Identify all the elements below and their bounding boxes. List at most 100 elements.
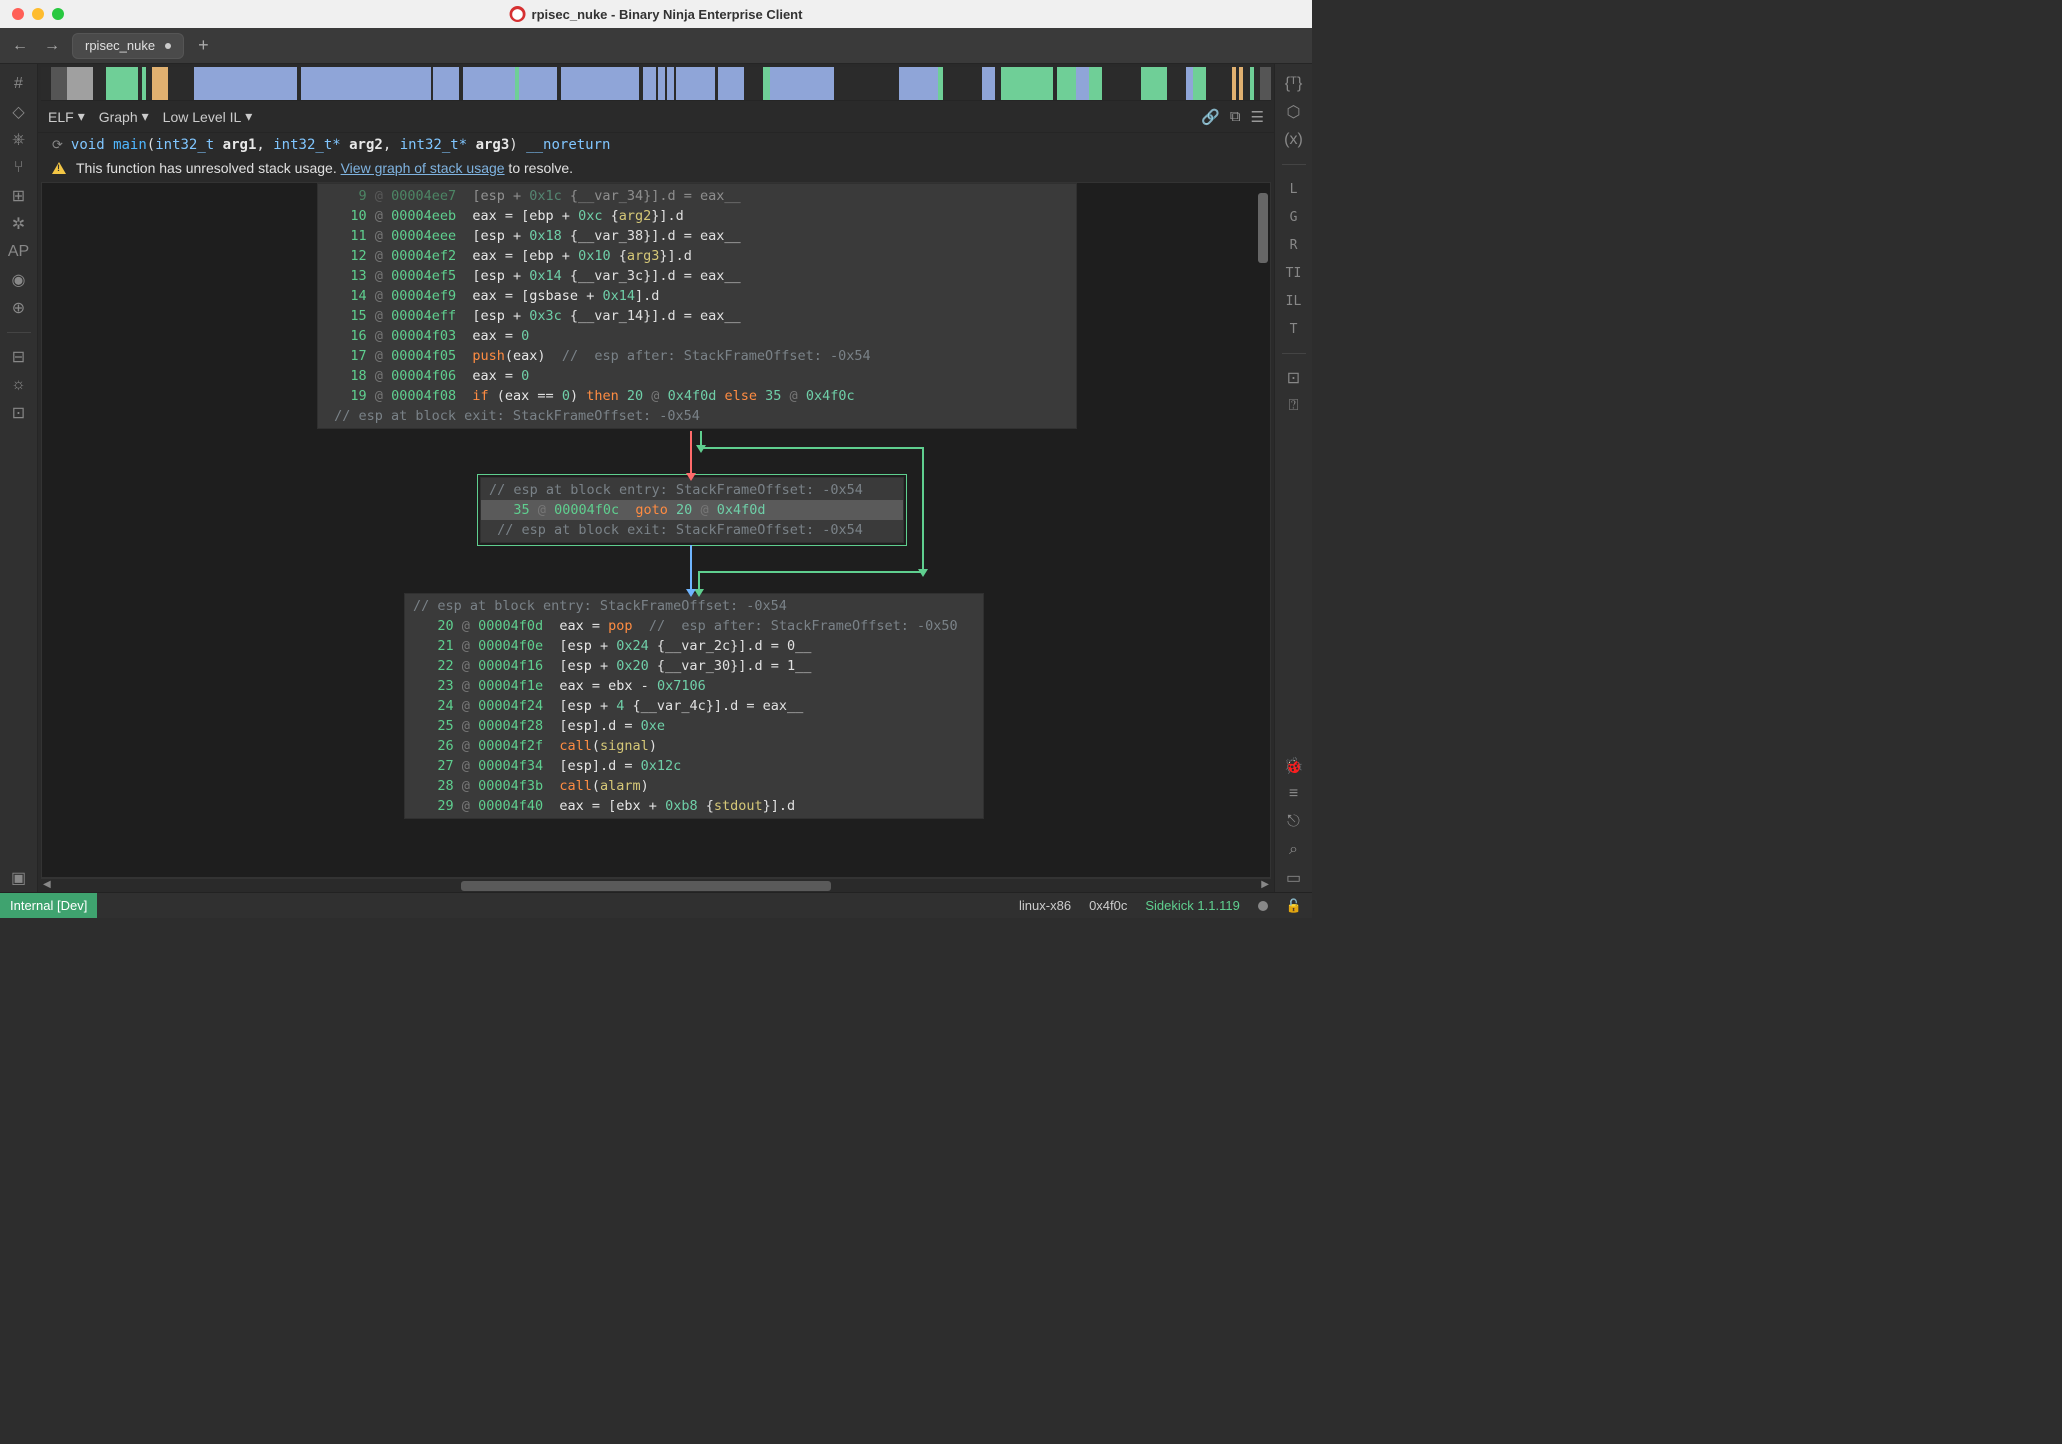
feature-map-segment[interactable] [433, 67, 459, 100]
stack-graph-link[interactable]: View graph of stack usage [341, 160, 505, 176]
graph-block[interactable]: // esp at block entry: StackFrameOffset:… [404, 593, 984, 819]
feature-map-segment[interactable] [1141, 67, 1167, 100]
warning-before: This function has unresolved stack usage… [76, 160, 341, 176]
sidebar-item-icon[interactable]: ⊞ [5, 182, 33, 210]
sidebar-item-icon[interactable]: ◇ [5, 98, 33, 126]
minimize-window-button[interactable] [32, 8, 44, 20]
function-signature: ⟳ void main(int32_t arg1, int32_t* arg2,… [38, 133, 1274, 157]
feature-map-segment[interactable] [982, 67, 995, 100]
feature-map-segment[interactable] [519, 67, 558, 100]
sidebar-item-icon[interactable]: (x) [1280, 126, 1308, 154]
graph-view[interactable]: 9 @ 00004ee7 [esp + 0x1c {__var_34}].d =… [41, 182, 1271, 878]
sidebar-item-icon[interactable]: R [1280, 231, 1308, 259]
feature-map-segment[interactable] [168, 67, 194, 100]
sidebar-item-icon[interactable]: ⍰ [1280, 392, 1308, 420]
feature-map-segment[interactable] [152, 67, 168, 100]
sidebar-item-icon[interactable]: L [1280, 175, 1308, 203]
graph-block[interactable]: 9 @ 00004ee7 [esp + 0x1c {__var_34}].d =… [317, 183, 1077, 429]
feature-map-segment[interactable] [1193, 67, 1206, 100]
close-window-button[interactable] [12, 8, 24, 20]
feature-map-segment[interactable] [1001, 67, 1053, 100]
feature-map-segment[interactable] [1057, 67, 1076, 100]
sidebar-item-icon[interactable]: ≡ [1280, 780, 1308, 808]
feature-map-segment[interactable] [51, 67, 67, 100]
feature-map-segment[interactable] [93, 67, 106, 100]
sidebar-item-icon[interactable]: ☼ [5, 371, 33, 399]
scrollbar-thumb[interactable] [1258, 193, 1268, 263]
file-type-dropdown[interactable]: ELF ▾ [48, 108, 85, 125]
terminal-icon[interactable]: ▣ [5, 864, 33, 892]
sidebar-item-icon[interactable]: ⊟ [5, 343, 33, 371]
sidebar-item-icon[interactable]: ⊡ [5, 399, 33, 427]
feature-map-segment[interactable] [194, 67, 298, 100]
feature-map-segment[interactable] [744, 67, 763, 100]
horizontal-scrollbar[interactable]: ◀ ▶ [41, 878, 1271, 892]
window-title: ⬤ rpisec_nuke - Binary Ninja Enterprise … [510, 6, 803, 22]
feature-map-segment[interactable] [1089, 67, 1102, 100]
sidebar-item-icon[interactable]: T [1280, 315, 1308, 343]
sidebar-item-icon[interactable]: # [5, 70, 33, 98]
maximize-window-button[interactable] [52, 8, 64, 20]
feature-map-segment[interactable] [1102, 67, 1141, 100]
feature-map-segment[interactable] [1076, 67, 1089, 100]
sidebar-item-icon[interactable]: {ᵀ} [1280, 70, 1308, 98]
sidebar-divider [1282, 353, 1306, 354]
vertical-scrollbar[interactable] [1256, 185, 1268, 875]
link-icon[interactable]: 🔗 [1201, 108, 1220, 126]
file-type-label: ELF [48, 109, 74, 125]
sidebar-item-icon[interactable]: ⎋ [1280, 808, 1308, 836]
feature-map-segment[interactable] [463, 67, 515, 100]
sidebar-item-icon[interactable]: ⎈ [5, 126, 33, 154]
nav-forward-button[interactable]: → [40, 34, 64, 58]
feature-map-segment[interactable] [943, 67, 982, 100]
status-sidekick[interactable]: Sidekick 1.1.119 [1145, 898, 1239, 913]
left-sidebar: #◇⎈⑂⊞✲AP◉⊕ ⊟☼⊡ ▣ [0, 64, 38, 892]
feature-map-segment[interactable] [1167, 67, 1186, 100]
file-tab[interactable]: rpisec_nuke [72, 33, 184, 59]
sidebar-item-icon[interactable]: ⊕ [5, 294, 33, 322]
sidebar-item-icon[interactable]: ⑂ [5, 154, 33, 182]
feature-map-segment[interactable] [770, 67, 835, 100]
sidebar-item-icon[interactable]: G [1280, 203, 1308, 231]
sidebar-item-icon[interactable]: ✲ [5, 210, 33, 238]
reload-icon[interactable]: ⟳ [52, 138, 63, 153]
titlebar: ⬤ rpisec_nuke - Binary Ninja Enterprise … [0, 0, 1312, 28]
sidebar-item-icon[interactable]: ⌕ [1280, 836, 1308, 864]
lock-icon[interactable]: 🔓 [1286, 898, 1302, 914]
status-badge[interactable]: Internal [Dev] [0, 893, 97, 918]
il-level-dropdown[interactable]: Low Level IL ▾ [163, 108, 253, 125]
graph-block[interactable]: // esp at block entry: StackFrameOffset:… [480, 477, 904, 543]
il-level-label: Low Level IL [163, 109, 242, 125]
feature-map-segment[interactable] [643, 67, 656, 100]
sidebar-item-icon[interactable]: ⊡ [1280, 364, 1308, 392]
feature-map-segment[interactable] [561, 67, 639, 100]
tab-label: rpisec_nuke [85, 38, 155, 53]
feature-map-segment[interactable] [106, 67, 138, 100]
sidebar-item-icon[interactable]: TI [1280, 259, 1308, 287]
view-mode-dropdown[interactable]: Graph ▾ [99, 108, 149, 125]
nav-back-button[interactable]: ← [8, 34, 32, 58]
split-icon[interactable]: ⧉ [1230, 108, 1241, 126]
warning-text: This function has unresolved stack usage… [76, 160, 573, 176]
scrollbar-thumb[interactable] [461, 881, 831, 891]
chevron-down-icon: ▾ [142, 108, 149, 125]
sidebar-item-icon[interactable]: 🐞 [1280, 752, 1308, 780]
sidebar-item-icon[interactable]: ◉ [5, 266, 33, 294]
feature-map-segment[interactable] [67, 67, 93, 100]
sidebar-item-icon[interactable]: ⬡ [1280, 98, 1308, 126]
feature-map-segment[interactable] [301, 67, 430, 100]
tab-modified-indicator [165, 43, 171, 49]
feature-map-segment[interactable] [899, 67, 938, 100]
sidebar-item-icon[interactable]: ▭ [1280, 864, 1308, 892]
feature-map-segment[interactable] [1206, 67, 1232, 100]
feature-map-segment[interactable] [1260, 67, 1270, 100]
sidebar-item-icon[interactable]: IL [1280, 287, 1308, 315]
menu-icon[interactable]: ☰ [1251, 108, 1264, 126]
new-tab-button[interactable]: + [192, 35, 215, 56]
feature-map-segment[interactable] [41, 67, 51, 100]
feature-map[interactable] [41, 67, 1271, 101]
feature-map-segment[interactable] [676, 67, 715, 100]
feature-map-segment[interactable] [718, 67, 744, 100]
sidebar-item-icon[interactable]: AP [5, 238, 33, 266]
feature-map-segment[interactable] [834, 67, 899, 100]
